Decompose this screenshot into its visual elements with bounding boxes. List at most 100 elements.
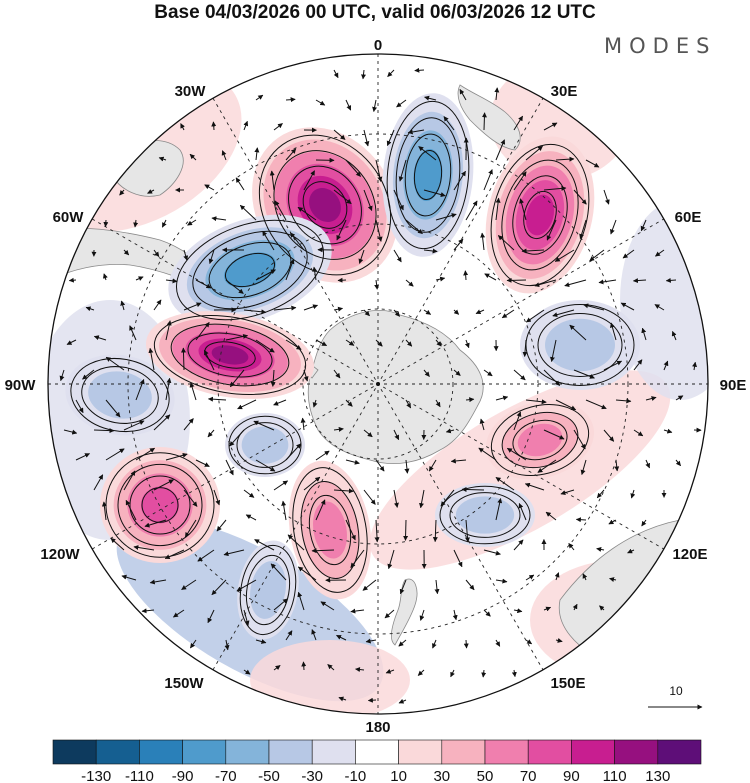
contour-line xyxy=(245,554,291,626)
wind-vector xyxy=(453,170,466,191)
wind-vector xyxy=(148,347,155,371)
wind-vector xyxy=(525,309,545,323)
wind-vector xyxy=(239,204,257,221)
contour-line xyxy=(224,252,276,288)
wind-vector xyxy=(262,230,275,251)
wind-vector xyxy=(75,399,84,414)
wind-vector xyxy=(311,629,317,641)
contour-line xyxy=(141,487,179,523)
wind-vector xyxy=(105,356,125,371)
contour-line xyxy=(236,422,294,468)
wind-vector xyxy=(423,369,430,377)
contour-line xyxy=(413,149,443,201)
wind-vector xyxy=(363,309,370,317)
wind-vector xyxy=(572,603,578,611)
wind-vector xyxy=(630,489,636,499)
wind-vector xyxy=(125,499,137,521)
contour-line xyxy=(273,150,377,260)
positive-anomaly-band xyxy=(211,345,249,365)
colorbar-tick-label: -30 xyxy=(301,768,323,783)
wind-vector xyxy=(315,499,326,521)
lon-label-150w: 150W xyxy=(164,675,204,692)
colorbar-tick-label: -130 xyxy=(81,768,111,783)
colorbar-swatch xyxy=(225,739,270,765)
wind-vector xyxy=(545,511,557,521)
wind-vector xyxy=(119,189,125,196)
wind-vector xyxy=(465,397,475,403)
wind-vector xyxy=(105,448,125,461)
wind-vector xyxy=(253,420,275,431)
colorbar-swatch xyxy=(52,739,97,765)
wind-vector xyxy=(204,184,215,191)
wind-vector xyxy=(184,519,197,538)
wind-vector xyxy=(434,579,440,595)
wind-vector xyxy=(207,429,215,438)
wind-vector xyxy=(363,429,373,438)
wind-vector xyxy=(461,486,485,492)
wind-vector xyxy=(568,542,575,551)
wind-vector xyxy=(255,639,267,644)
wind-vector xyxy=(103,219,109,228)
wind-vector xyxy=(165,320,172,341)
wind-vector xyxy=(120,300,126,311)
wind-vector xyxy=(513,411,522,431)
colorbar-tick-label: -50 xyxy=(258,768,280,783)
contour-line xyxy=(386,100,470,250)
wind-vector xyxy=(225,333,249,341)
wind-vector xyxy=(153,414,171,431)
wind-vector xyxy=(333,129,346,140)
wind-vector xyxy=(229,369,245,388)
lon-label-0: 0 xyxy=(374,37,382,54)
wind-vector xyxy=(254,147,260,161)
contour-line xyxy=(501,159,579,271)
wind-vector xyxy=(181,579,197,591)
wind-vector xyxy=(285,339,302,350)
wind-vector xyxy=(552,309,575,318)
negative-anomaly-band xyxy=(241,426,289,464)
colorbar-swatch xyxy=(311,739,356,765)
wind-vector xyxy=(301,661,307,671)
wind-vector xyxy=(405,399,412,409)
wind-vector xyxy=(320,601,335,611)
colorbar-swatch xyxy=(441,739,486,765)
colorbar-swatch xyxy=(355,739,399,765)
wind-vector xyxy=(599,605,605,611)
lon-label-90w: 90W xyxy=(5,377,37,394)
wind-vector xyxy=(398,698,407,704)
wind-vector xyxy=(141,608,155,614)
colorbar-tick-label: 70 xyxy=(520,768,537,783)
wind-vector xyxy=(303,304,318,311)
wind-vector xyxy=(144,519,167,528)
contour-line xyxy=(512,175,568,255)
wind-vector xyxy=(609,577,617,582)
lon-label-60e: 60E xyxy=(675,209,702,226)
wind-vector xyxy=(273,399,287,406)
colorbar-swatch xyxy=(398,739,443,765)
wind-vector xyxy=(428,459,437,472)
colorbar-tick-label: 90 xyxy=(563,768,580,783)
wind-vector xyxy=(403,519,409,541)
wind-vector xyxy=(315,99,326,106)
wind-vector xyxy=(585,159,600,168)
wind-vector xyxy=(554,249,575,262)
wind-vector xyxy=(641,519,647,527)
colorbar-tick-label: 10 xyxy=(390,768,407,783)
negative-anomaly-band xyxy=(224,252,276,288)
wind-vector xyxy=(147,189,155,194)
wind-vector xyxy=(165,377,172,401)
wind-vector xyxy=(135,447,156,461)
wind-vector xyxy=(495,476,515,491)
pole-marker xyxy=(376,382,380,386)
wind-vector xyxy=(480,232,486,251)
colorbar-swatch xyxy=(657,739,702,765)
wind-vector xyxy=(290,232,305,251)
wind-vector xyxy=(445,428,455,434)
colorbar-tick-label: -90 xyxy=(172,768,194,783)
contour-line xyxy=(292,467,368,593)
wind-vector xyxy=(297,566,317,581)
wind-vector xyxy=(85,306,95,312)
wind-vector xyxy=(255,94,264,101)
wind-vector xyxy=(223,549,245,557)
wind-vector xyxy=(459,88,467,101)
wind-vector xyxy=(432,519,438,543)
